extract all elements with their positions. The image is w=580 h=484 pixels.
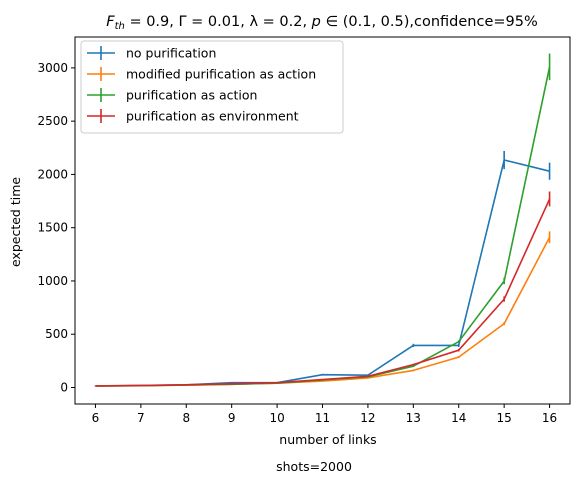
y-tick-label: 1000 bbox=[37, 274, 68, 288]
y-axis: 0 500 1000 1500 2000 2500 3000 bbox=[37, 61, 75, 394]
legend-label: modified purification as action bbox=[126, 67, 316, 82]
x-tick-label: 11 bbox=[315, 411, 330, 425]
footer-note: shots=2000 bbox=[276, 459, 352, 474]
legend-item: purification as action bbox=[87, 88, 257, 103]
legend-item: purification as environment bbox=[87, 109, 299, 124]
legend-box bbox=[80, 40, 344, 134]
series-line bbox=[95, 198, 551, 387]
series-layer bbox=[94, 53, 551, 387]
x-tick-label: 9 bbox=[228, 411, 236, 425]
series bbox=[94, 191, 551, 387]
y-tick-label: 0 bbox=[60, 380, 68, 394]
x-axis: 6 7 8 9 10 11 12 13 14 15 16 bbox=[92, 404, 557, 425]
x-tick-label: 14 bbox=[451, 411, 466, 425]
legend-label: purification as environment bbox=[126, 109, 299, 124]
x-tick-label: 13 bbox=[406, 411, 421, 425]
x-tick-label: 6 bbox=[92, 411, 100, 425]
x-tick-label: 7 bbox=[137, 411, 145, 425]
series-line bbox=[95, 159, 550, 387]
legend-label: purification as action bbox=[126, 88, 257, 103]
y-tick-label: 1500 bbox=[37, 221, 68, 235]
x-tick-label: 16 bbox=[542, 411, 557, 425]
legend-item: modified purification as action bbox=[87, 67, 316, 82]
x-tick-label: 10 bbox=[269, 411, 284, 425]
y-axis-label: expected time bbox=[8, 177, 23, 267]
series bbox=[94, 150, 551, 387]
legend: no purification modified purification as … bbox=[80, 40, 344, 134]
x-tick-label: 8 bbox=[182, 411, 190, 425]
x-tick-label: 15 bbox=[497, 411, 512, 425]
x-axis-label: number of links bbox=[279, 432, 376, 447]
y-tick-label: 2000 bbox=[37, 167, 68, 181]
legend-item: no purification bbox=[87, 46, 216, 61]
y-tick-label: 2500 bbox=[37, 114, 68, 128]
chart-title: Fth = 0.9, Γ = 0.01, λ = 0.2, p ∈ (0.1, … bbox=[106, 14, 538, 32]
legend-label: no purification bbox=[126, 46, 216, 61]
x-tick-label: 12 bbox=[360, 411, 375, 425]
y-tick-label: 3000 bbox=[37, 61, 68, 75]
y-tick-label: 500 bbox=[45, 327, 68, 341]
